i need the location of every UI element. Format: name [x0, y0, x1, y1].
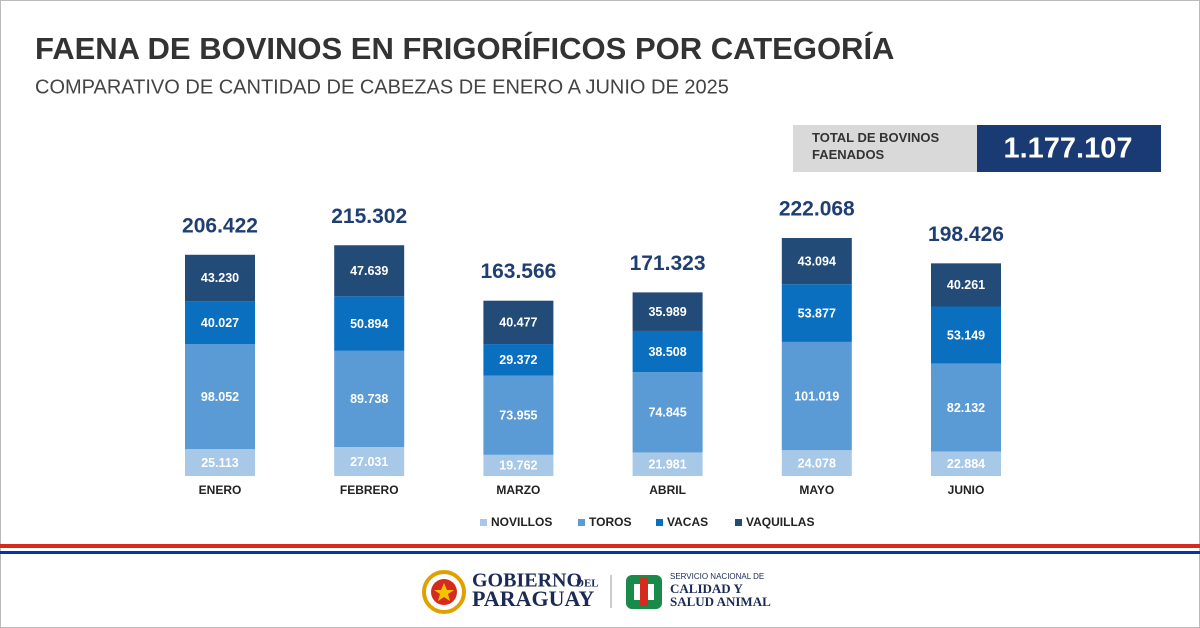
data-label: 22.884: [947, 457, 985, 471]
gov-text: GOBIERNO: [472, 570, 582, 592]
data-label: 82.132: [947, 401, 985, 415]
gov-emblem: [422, 570, 466, 614]
bar-segment: [334, 447, 405, 476]
legend-label: NOVILLOS: [491, 515, 552, 529]
bar-segment: [483, 454, 554, 476]
data-label: 53.149: [947, 328, 985, 342]
total-label: 198.426: [928, 223, 1004, 246]
legend-swatch: [735, 519, 742, 526]
data-label: 27.031: [350, 455, 388, 469]
data-label: 53.877: [798, 306, 836, 320]
data-label: 40.477: [499, 316, 537, 330]
summary-label: TOTAL DE BOVINOS FAENADOS: [812, 130, 940, 162]
data-label: 38.508: [648, 345, 686, 359]
bar-segment: [632, 330, 703, 373]
gov-text: DEL: [576, 578, 599, 590]
legend-swatch: [480, 519, 487, 526]
data-label: 21.981: [648, 458, 686, 472]
bar-segment: [483, 344, 554, 376]
data-label: 47.639: [350, 264, 388, 278]
data-label: 50.894: [350, 317, 388, 331]
data-label: 40.027: [201, 316, 239, 330]
bar-segment: [632, 292, 703, 331]
total-label: 222.068: [779, 198, 855, 221]
data-label: 25.113: [201, 456, 239, 470]
bar-segment: [334, 350, 405, 448]
summary-label-wrap: TOTAL DE BOVINOS FAENADOS: [812, 130, 940, 162]
data-label: 101.019: [794, 389, 839, 403]
legend-label: VACAS: [667, 515, 708, 529]
bar-segment: [931, 263, 1001, 307]
data-label: 73.955: [499, 408, 537, 422]
senacsa-logo-bar: [640, 578, 648, 606]
gov-star: [434, 583, 454, 601]
senacsa-text: SALUD ANIMAL: [670, 594, 771, 609]
x-tick-label: JUNIO: [948, 483, 985, 497]
legend-swatch: [656, 519, 663, 526]
x-tick-label: ABRIL: [649, 483, 686, 497]
x-tick-label: FEBRERO: [340, 483, 399, 497]
legend-label: VAQUILLAS: [746, 515, 814, 529]
bar-segment: [185, 254, 255, 302]
data-label: 98.052: [201, 390, 239, 404]
data-label: 43.230: [201, 271, 239, 285]
total-label: 171.323: [630, 252, 706, 275]
data-label: 40.261: [947, 278, 985, 292]
total-label: 206.422: [182, 214, 258, 237]
data-label: 89.738: [350, 392, 388, 406]
bar-segment: [483, 300, 554, 345]
total-label: 215.302: [331, 205, 407, 228]
data-label: 19.762: [499, 459, 537, 473]
chart-title: FAENA DE BOVINOS EN FRIGORÍFICOS POR CAT…: [35, 31, 894, 66]
legend-label: TOROS: [589, 515, 631, 529]
bar-segment: [334, 296, 405, 351]
x-tick-label: MAYO: [799, 483, 834, 497]
legend-swatch: [578, 519, 585, 526]
summary-value-box: [977, 125, 1161, 172]
x-tick-label: MARZO: [496, 483, 540, 497]
bar-segment: [781, 341, 852, 451]
data-label: 35.989: [648, 305, 686, 319]
data-label: 29.372: [499, 353, 537, 367]
bar-segment: [931, 363, 1001, 452]
bar-segment: [185, 301, 255, 344]
senacsa-text: CALIDAD Y: [670, 581, 743, 596]
summary-value: 1.177.107: [1003, 133, 1132, 165]
bar-segment: [185, 343, 255, 450]
bar-segment: [781, 284, 852, 342]
bar-segment: [185, 449, 255, 476]
bar-segment: [931, 306, 1001, 364]
bar-segment: [483, 375, 554, 455]
senacsa-text: SERVICIO NACIONAL DE: [670, 572, 764, 581]
summary-label-box: [793, 125, 977, 172]
bar-segment: [781, 238, 852, 285]
gov-text: PARAGUAY: [472, 586, 594, 611]
data-label: 43.094: [798, 254, 836, 268]
chart-subtitle: COMPARATIVO DE CANTIDAD DE CABEZAS DE EN…: [35, 76, 729, 98]
total-label: 163.566: [480, 260, 556, 283]
bar-segment: [931, 451, 1001, 476]
bar-segment: [334, 245, 405, 297]
data-label: 24.078: [798, 456, 836, 470]
flag-red: [0, 544, 1200, 548]
bar-segment: [781, 450, 852, 476]
data-label: 74.845: [648, 406, 686, 420]
plot: 25.113 98.052 40.027 43.230 206.422 ENERO 27.0…: [182, 198, 1004, 530]
x-tick-label: ENERO: [199, 483, 242, 497]
bar-segment: [632, 452, 703, 476]
flag-blue: [0, 551, 1200, 554]
bar-segment: [632, 372, 703, 453]
